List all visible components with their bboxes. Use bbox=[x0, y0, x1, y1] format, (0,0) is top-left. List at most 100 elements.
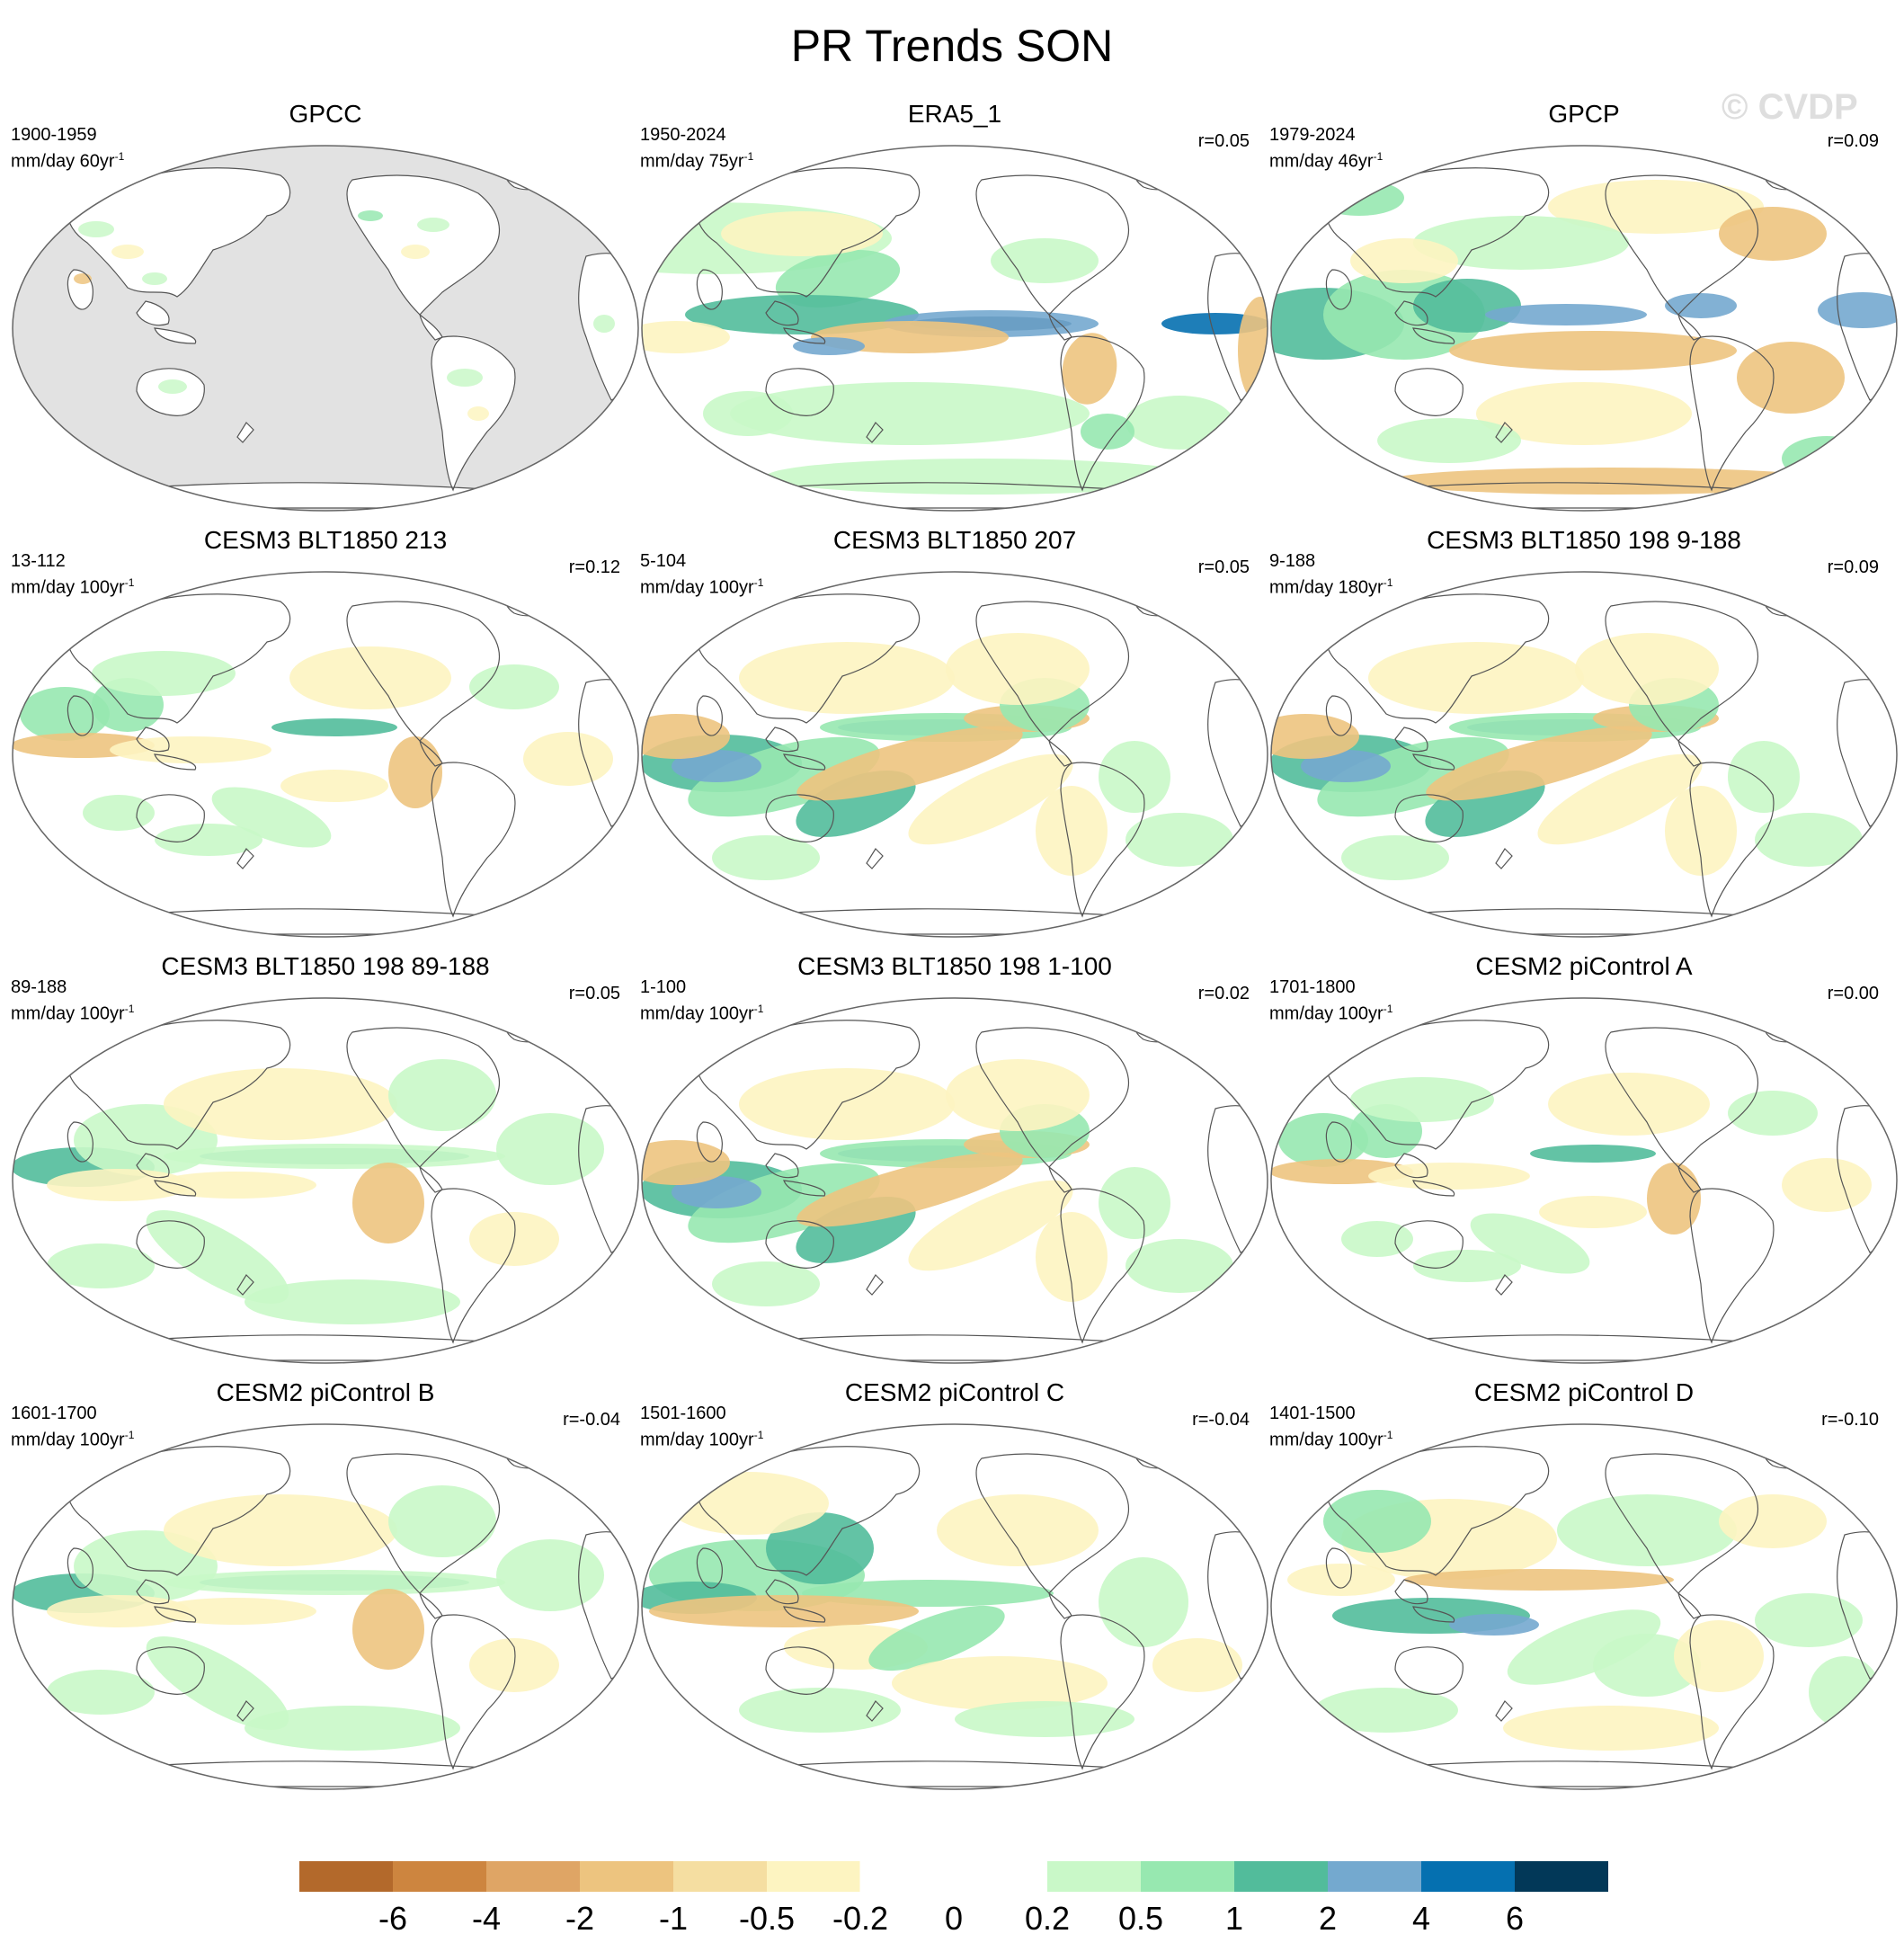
coastline bbox=[1762, 1436, 1811, 1469]
coastline bbox=[136, 1646, 205, 1695]
panel-correlation: r=0.05 bbox=[568, 984, 620, 1003]
coastline bbox=[696, 1547, 723, 1589]
trend-anomaly-patch bbox=[1728, 741, 1800, 813]
coastline bbox=[765, 300, 799, 326]
coastline bbox=[1133, 157, 1182, 191]
trend-anomaly-patch bbox=[739, 1068, 955, 1140]
coastline bbox=[1677, 739, 1702, 767]
map-panel: CESM3 BLT1850 207 5-104 mm/day 100yr-1 r=0.… bbox=[640, 525, 1269, 939]
coastline bbox=[1412, 1606, 1455, 1623]
trend-anomaly-patch bbox=[1152, 1638, 1242, 1692]
trend-anomaly-patch bbox=[496, 1113, 604, 1185]
coastline bbox=[783, 1180, 826, 1197]
panel-period: 1979-2024 bbox=[1269, 125, 1356, 145]
colorbar-tick-label: 0.5 bbox=[1118, 1900, 1163, 1937]
coastline bbox=[1689, 335, 1775, 492]
panel-title: CESM3 BLT1850 198 9-188 bbox=[1427, 526, 1741, 554]
trend-anomaly-patch bbox=[688, 736, 880, 817]
coastline bbox=[1412, 1180, 1455, 1197]
panel-units: mm/day 100yr-1 bbox=[11, 572, 134, 599]
trend-anomaly-patch bbox=[1314, 1688, 1458, 1733]
coastline bbox=[418, 739, 443, 767]
coastline bbox=[975, 174, 1129, 316]
map-projection-border bbox=[12, 1423, 639, 1790]
panel-period: 13-112 bbox=[11, 551, 66, 571]
coastline bbox=[236, 848, 254, 869]
coastline bbox=[503, 584, 553, 617]
panel-period: 1900-1959 bbox=[11, 125, 97, 145]
panel-units-exponent: -1 bbox=[1383, 576, 1393, 589]
panel-units: mm/day 180yr-1 bbox=[1269, 572, 1392, 599]
coastline bbox=[503, 1436, 553, 1469]
coastline bbox=[1689, 762, 1775, 918]
colorbar-swatch bbox=[299, 1861, 393, 1892]
coastline bbox=[154, 1606, 197, 1623]
trend-anomaly-patch bbox=[667, 1472, 829, 1535]
trend-anomaly-patch bbox=[211, 787, 332, 848]
trend-anomaly-patch bbox=[1036, 786, 1108, 876]
colorbar-swatch bbox=[1328, 1861, 1421, 1892]
coastline bbox=[1325, 269, 1352, 310]
map-panel: CESM2 piControl A 1701-1800 mm/day 100yr-1… bbox=[1269, 951, 1899, 1365]
panel-correlation: r=-0.04 bbox=[1192, 1410, 1250, 1430]
coastline bbox=[765, 1153, 799, 1179]
coastline bbox=[1677, 1591, 1702, 1619]
trend-anomaly-patch bbox=[1413, 1250, 1521, 1282]
coastline bbox=[503, 1010, 553, 1043]
trend-anomaly-patch bbox=[1317, 736, 1509, 817]
trend-anomaly-patch bbox=[1575, 633, 1719, 705]
panel-units-text: mm/day 100yr bbox=[1269, 1003, 1384, 1024]
coastline bbox=[1133, 1010, 1182, 1043]
trend-anomaly-patch bbox=[1548, 180, 1764, 234]
trend-anomaly-patch bbox=[388, 1485, 496, 1557]
coastline bbox=[783, 1606, 826, 1623]
trend-anomaly-patch bbox=[946, 633, 1090, 705]
land-area bbox=[137, 301, 169, 325]
panel-units-text: mm/day 100yr bbox=[640, 577, 754, 598]
panel-correlation: r=0.12 bbox=[568, 557, 620, 577]
panel-title: CESM3 BLT1850 213 bbox=[203, 526, 448, 554]
trend-anomaly-patch bbox=[672, 750, 761, 782]
colorbar-swatch bbox=[1047, 1861, 1141, 1892]
trend-anomaly-patch bbox=[417, 218, 449, 232]
coastline bbox=[1677, 1165, 1702, 1193]
trend-anomaly-patch bbox=[1503, 1706, 1719, 1751]
trend-anomaly-patch bbox=[1377, 418, 1521, 463]
trend-anomaly-patch bbox=[1125, 813, 1233, 867]
panel-units-exponent: -1 bbox=[124, 1429, 135, 1441]
panel-correlation: r=0.02 bbox=[1197, 984, 1250, 1003]
trend-anomaly-patch bbox=[937, 1494, 1099, 1566]
coastline bbox=[418, 1165, 443, 1193]
trend-anomaly-patch bbox=[908, 753, 1073, 845]
panel-correlation: r=0.09 bbox=[1827, 131, 1879, 151]
coastline bbox=[1060, 762, 1145, 918]
coastline bbox=[154, 753, 197, 771]
panel-correlation: r=-0.10 bbox=[1821, 1410, 1879, 1430]
trend-anomaly-patch bbox=[467, 406, 489, 421]
panel-title: CESM2 piControl C bbox=[844, 1378, 1065, 1406]
trend-anomaly-patch bbox=[775, 250, 901, 308]
trend-anomaly-patch bbox=[1728, 1091, 1818, 1136]
trend-anomaly-patch bbox=[1665, 786, 1737, 876]
colorbar-tick-label: -4 bbox=[472, 1900, 501, 1937]
coastline bbox=[67, 695, 93, 736]
coastline bbox=[431, 1188, 516, 1344]
world-map bbox=[641, 145, 1268, 512]
panel-title: CESM2 piControl B bbox=[216, 1378, 435, 1406]
trend-anomaly-patch bbox=[469, 664, 559, 709]
trend-anomaly-patch bbox=[672, 1176, 761, 1208]
coastline bbox=[1394, 1153, 1428, 1179]
trend-anomaly-patch bbox=[721, 211, 883, 256]
world-map bbox=[12, 145, 639, 512]
trend-anomaly-patch bbox=[1593, 1634, 1701, 1697]
trend-anomaly-patch bbox=[352, 1589, 424, 1670]
coastline bbox=[866, 1700, 884, 1722]
trend-anomaly-patch bbox=[1125, 396, 1233, 450]
coastline bbox=[418, 1591, 443, 1619]
coastline bbox=[1394, 300, 1428, 326]
coastline bbox=[1762, 157, 1811, 191]
coastline bbox=[1495, 848, 1513, 869]
panel-units-text: mm/day 100yr bbox=[11, 577, 125, 598]
panel-units: mm/day 46yr-1 bbox=[1269, 146, 1383, 173]
